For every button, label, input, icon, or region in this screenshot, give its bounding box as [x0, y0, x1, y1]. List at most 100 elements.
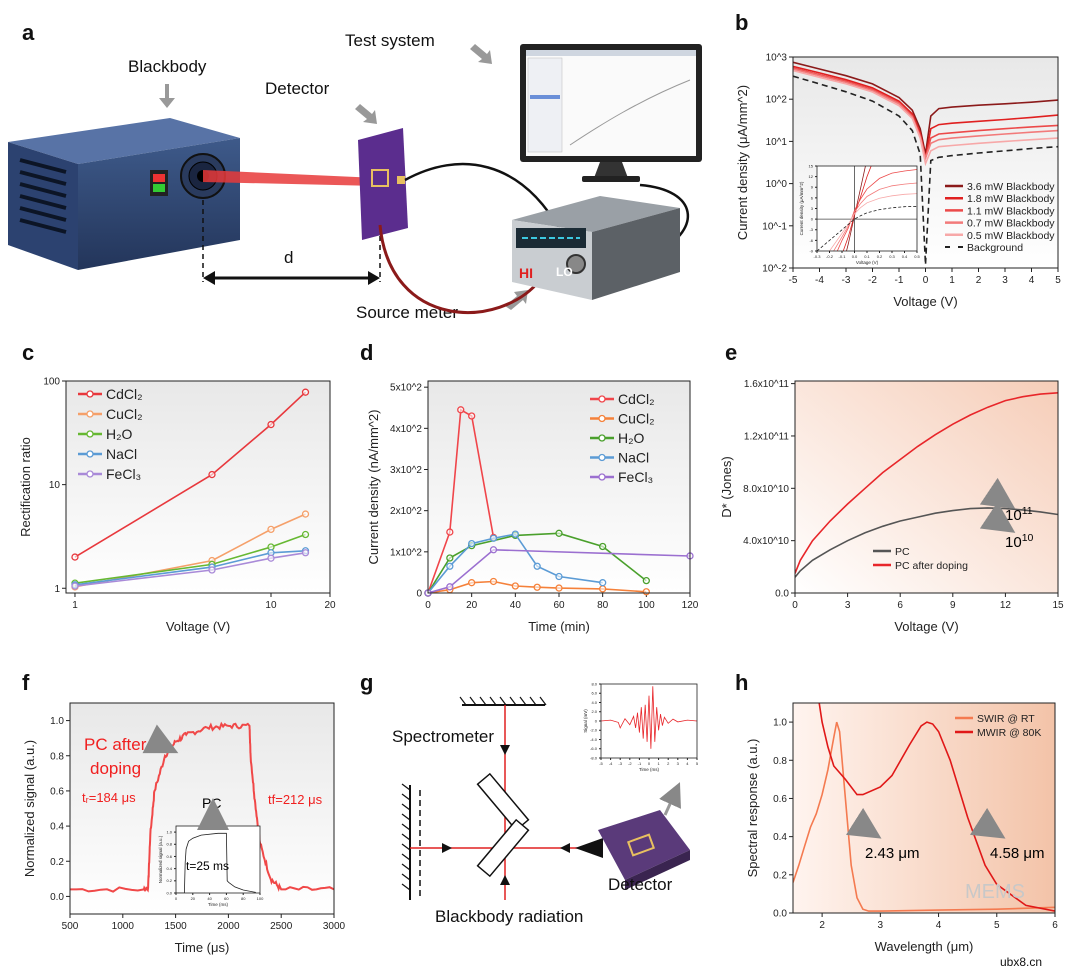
y-tick-label: 2.0 — [591, 709, 597, 714]
series-line-fecl- — [74, 552, 306, 587]
data-point — [489, 546, 498, 554]
legend-entry: 0.7 mW Blackbody — [967, 218, 1055, 230]
detector-chip — [358, 128, 408, 240]
x-axis-label: Time (ms) — [639, 767, 660, 772]
watermark: MEMS — [965, 881, 1025, 903]
chart-b_inset: -0.3 -0.2 -0.1 0.0 0.1 0.2 0.3 0.4 0.5 -9 -6 -3 0 3 6 9… — [799, 163, 921, 265]
y-tick-label: 0.0 — [775, 589, 789, 600]
x-tick-label: 100 — [257, 896, 264, 901]
y-tick-label: 1x10^2 — [390, 547, 422, 558]
y-tick-label: 1.0 — [50, 716, 64, 727]
panel-letter-g: g — [360, 670, 373, 695]
data-point — [267, 420, 275, 429]
legend-entry: H₂O — [106, 426, 133, 442]
data-point — [642, 577, 650, 585]
legend-entry: CdCl₂ — [106, 386, 143, 402]
plot-frame — [792, 56, 1059, 269]
data-point — [457, 406, 465, 414]
x-tick-label: -2 — [628, 761, 632, 766]
x-tick-label: 5 — [1055, 275, 1061, 286]
series-line-nacl — [74, 550, 306, 586]
panel-letter-d: d — [360, 340, 373, 365]
x-tick-label: 1 — [72, 600, 78, 611]
data-point — [489, 577, 498, 586]
y-tick-label: 10^1 — [766, 137, 788, 148]
lo-terminal-label: LO — [556, 265, 573, 279]
legend-marker — [86, 410, 94, 418]
annotation-pc-after: PC after — [84, 735, 147, 754]
plot-frame — [816, 165, 918, 252]
data-point — [446, 583, 454, 591]
y-tick-label: 12 — [809, 174, 814, 179]
x-tick-label: 20 — [466, 600, 478, 611]
y-tick-label: 1.2x10^11 — [744, 431, 790, 442]
y-tick-label: 1.0 — [166, 829, 172, 834]
annotation-pc-time: t=25 ms — [186, 859, 229, 873]
y-tick-label: -2.0 — [590, 728, 598, 733]
x-tick-label: 0 — [923, 275, 929, 286]
x-tick-label: 100 — [638, 600, 655, 611]
x-tick-label: 0.5 — [914, 254, 920, 259]
x-tick-label: -3 — [618, 761, 622, 766]
x-tick-label: 2 — [667, 761, 670, 766]
y-tick-label: 0 — [416, 589, 422, 600]
y-axis-label: Normalized signal (a.u.) — [22, 740, 37, 877]
x-tick-label: -2 — [868, 275, 877, 286]
y-axis-label: Rectification ratio — [18, 437, 33, 537]
x-tick-label: 0 — [175, 896, 178, 901]
y-tick-label: -8.0 — [590, 755, 598, 760]
x-tick-label: -3 — [842, 275, 851, 286]
data-point — [267, 554, 275, 562]
panel-letter-c: c — [22, 340, 34, 365]
series-line-swir-rt — [793, 721, 1055, 912]
annotation-doping: doping — [90, 759, 141, 778]
panel-letter-e: e — [725, 340, 737, 365]
series-line-pc — [176, 832, 256, 893]
data-point — [446, 554, 454, 562]
plot-frame — [792, 702, 1056, 914]
y-axis-label: Current density (μA/mm^2) — [735, 85, 750, 240]
x-tick-label: -5 — [789, 275, 798, 286]
y-tick-label: 1.6x10^11 — [744, 379, 790, 390]
series-line-0-7-mw-blackbody — [793, 68, 1058, 161]
y-tick-label: 4.0x10^10 — [743, 536, 789, 547]
x-tick-label: 20 — [191, 896, 196, 901]
hi-terminal-label: HI — [519, 265, 533, 281]
data-point — [71, 582, 79, 590]
legend-entry: MWIR @ 80K — [977, 727, 1041, 739]
x-tick-label: 1500 — [164, 921, 187, 932]
x-axis-label: Voltage (V) — [166, 619, 230, 634]
y-tick-label: 6 — [811, 195, 814, 200]
y-tick-label: 1.0 — [773, 718, 787, 729]
legend-marker — [598, 434, 606, 442]
y-tick-label: 0.4 — [50, 822, 64, 833]
label-blackbody: Blackbody — [128, 57, 207, 76]
x-tick-label: 0.0 — [852, 254, 858, 259]
x-tick-label: 3000 — [323, 921, 346, 932]
legend-entry: SWIR @ RT — [977, 713, 1035, 725]
y-tick-label: 2x10^2 — [390, 506, 422, 517]
panel-letter-h: h — [735, 670, 748, 695]
legend-entry: CuCl₂ — [618, 411, 655, 427]
y-axis-label: Current density (μA/mm^2) — [799, 181, 804, 235]
x-tick-label: 9 — [950, 600, 956, 611]
series-line-mwir-80k — [818, 703, 1055, 912]
x-axis-label: Voltage (V) — [894, 619, 958, 634]
x-tick-label: 3 — [878, 920, 884, 931]
legend-marker — [598, 395, 606, 403]
x-tick-label: 1 — [949, 275, 955, 286]
source-meter: HI LO — [512, 196, 680, 300]
legend-marker — [598, 414, 606, 423]
data-point — [599, 542, 607, 551]
series-line-pc-after-doping — [70, 721, 334, 893]
label-spectrometer: Spectrometer — [392, 727, 494, 746]
x-tick-label: 6 — [1052, 920, 1058, 931]
x-tick-label: 20 — [324, 600, 336, 611]
y-tick-label: 9 — [811, 185, 814, 190]
setup-illustration: Blackbody Detector Test system Source me… — [8, 31, 702, 322]
x-tick-label: 0 — [792, 600, 798, 611]
annotation-swir-peak: 2.43 μm — [865, 845, 920, 862]
y-tick-label: 0.2 — [50, 857, 64, 868]
y-tick-label: -4.0 — [590, 737, 598, 742]
x-tick-label: -0.1 — [839, 254, 847, 259]
